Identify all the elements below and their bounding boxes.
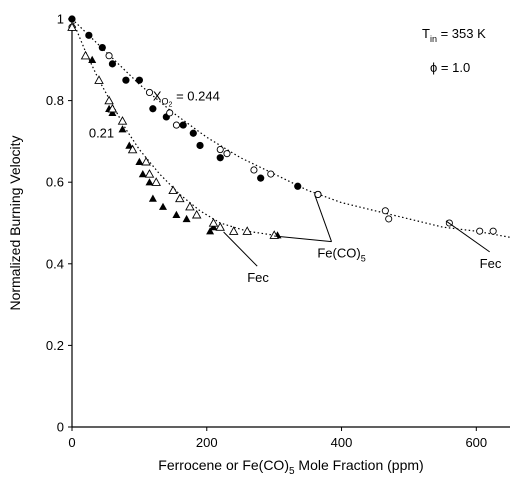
oxygen-fraction-subscript-2: 2 bbox=[169, 102, 173, 109]
inlet-temperature-symbol: T bbox=[422, 26, 430, 41]
filled-circle-point bbox=[179, 121, 187, 129]
x-tick-label: 400 bbox=[331, 435, 353, 450]
open-circle-point bbox=[172, 121, 180, 129]
open-triangle-point bbox=[228, 226, 239, 235]
open-triangle-point bbox=[104, 95, 114, 105]
open-triangle-point bbox=[107, 103, 118, 113]
ferrocene-pointer-left bbox=[223, 231, 258, 267]
iron-pentacarbonyl-pointer bbox=[274, 235, 332, 243]
x-axis-title-subscript: 5 bbox=[289, 466, 295, 477]
filled-triangle-point bbox=[88, 55, 97, 63]
open-circle-point bbox=[489, 227, 497, 235]
open-circle-point bbox=[250, 166, 258, 174]
filled-triangle-point bbox=[138, 170, 147, 178]
filled-triangle-point bbox=[125, 141, 134, 149]
fit-curves bbox=[71, 18, 510, 238]
filled-triangle-point bbox=[159, 202, 167, 210]
equivalence-ratio-label: ϕ = 1.0 bbox=[430, 60, 470, 75]
x-tick-label: 200 bbox=[196, 435, 218, 450]
open-circle-point bbox=[385, 215, 393, 223]
open-circle-point bbox=[105, 52, 113, 60]
x-axis-title-tail: Mole Fraction (ppm) bbox=[295, 457, 424, 473]
open-triangle-point bbox=[67, 22, 77, 31]
open-triangle-point bbox=[242, 226, 252, 235]
y-axis-title: Normalized Burning Velocity bbox=[7, 135, 23, 310]
filled-triangle-point bbox=[135, 157, 144, 165]
inlet-temperature-value: = 353 K bbox=[437, 26, 486, 41]
oxygen-fraction-symbol: X bbox=[153, 89, 162, 104]
oxygen-fraction-subscript-o: O bbox=[162, 97, 169, 107]
inlet-temperature-label: Tin = 353 K bbox=[422, 26, 486, 44]
y-tick-label: 0 bbox=[57, 420, 64, 435]
y-tick-label: 1 bbox=[57, 12, 64, 27]
fit-curve bbox=[71, 18, 510, 238]
filled-circle-point bbox=[122, 76, 130, 84]
y-tick-label: 0.4 bbox=[46, 256, 64, 271]
axis-ticks: 0 200 400 600 0 0.2 0.4 0.6 0.8 1 bbox=[46, 12, 487, 451]
open-triangle-point bbox=[208, 218, 219, 227]
open-triangle-point bbox=[215, 222, 225, 231]
open-triangle-point bbox=[185, 201, 195, 211]
y-tick-label: 0.8 bbox=[46, 93, 64, 108]
open-circle-point bbox=[223, 150, 231, 158]
open-triangle-point bbox=[175, 193, 185, 203]
filled-circle-point bbox=[189, 129, 197, 137]
open-triangle-point bbox=[94, 75, 104, 84]
open-circle-point bbox=[216, 146, 224, 154]
filled-circle-point bbox=[135, 76, 143, 84]
filled-circle-point bbox=[68, 15, 76, 23]
annotation-pointers bbox=[223, 194, 490, 267]
filled-circle-point bbox=[98, 43, 106, 52]
iron-pentacarbonyl-subscript: 5 bbox=[361, 254, 366, 264]
open-circle-point bbox=[145, 88, 154, 96]
ferrocene-pointer-right bbox=[445, 220, 490, 253]
y-tick-label: 0.2 bbox=[46, 338, 64, 353]
open-triangle-point bbox=[80, 50, 91, 60]
x-axis-title: Ferrocene or Fe(CO)5 Mole Fraction (ppm) bbox=[158, 457, 423, 477]
y-tick-label: 0.6 bbox=[46, 175, 64, 190]
open-triangle-point bbox=[151, 177, 161, 186]
filled-circle-point bbox=[257, 174, 265, 182]
filled-triangle-point bbox=[148, 194, 157, 202]
oxygen-fraction-label-low: 0.21 bbox=[89, 125, 114, 140]
filled-circle-point bbox=[216, 154, 224, 162]
ferrocene-label-right: Fec bbox=[480, 256, 502, 271]
x-axis-title-main: Ferrocene or Fe(CO) bbox=[158, 457, 289, 473]
filled-triangle-point bbox=[145, 178, 154, 186]
filled-circle-point bbox=[149, 105, 157, 113]
open-triangle-point bbox=[144, 169, 155, 178]
filled-circle-point bbox=[108, 60, 117, 68]
data-points bbox=[67, 15, 497, 239]
open-triangle-point bbox=[117, 116, 128, 125]
x-tick-label: 0 bbox=[68, 435, 75, 450]
oxygen-fraction-value-high: = 0.244 bbox=[172, 89, 219, 104]
open-circle-point bbox=[267, 170, 275, 178]
iron-pentacarbonyl-pointer bbox=[314, 194, 333, 242]
iron-pentacarbonyl-label: Fe(CO)5 bbox=[317, 246, 365, 264]
open-triangle-point bbox=[127, 144, 138, 154]
filled-triangle-point bbox=[172, 210, 181, 218]
open-circle-point bbox=[476, 227, 484, 235]
axes bbox=[71, 19, 510, 428]
open-circle-point bbox=[166, 109, 174, 117]
filled-circle-point bbox=[85, 31, 93, 39]
filled-triangle-point bbox=[209, 223, 218, 231]
iron-pentacarbonyl-main: Fe(CO) bbox=[317, 246, 360, 261]
x-tick-label: 600 bbox=[465, 435, 487, 450]
open-circle-point bbox=[381, 207, 389, 215]
inlet-temperature-subscript: in bbox=[430, 34, 437, 44]
open-triangle-point bbox=[141, 156, 151, 166]
open-triangle-point bbox=[191, 209, 202, 219]
oxygen-fraction-label-high: XO2 = 0.244 bbox=[153, 89, 220, 109]
filled-triangle-point bbox=[206, 227, 215, 235]
open-triangle-point bbox=[168, 185, 178, 195]
filled-triangle-point bbox=[182, 214, 191, 223]
filled-triangle-point bbox=[118, 125, 127, 133]
filled-circle-point bbox=[294, 182, 302, 190]
ferrocene-label-left: Fec bbox=[247, 270, 269, 285]
filled-circle-point bbox=[196, 141, 204, 150]
